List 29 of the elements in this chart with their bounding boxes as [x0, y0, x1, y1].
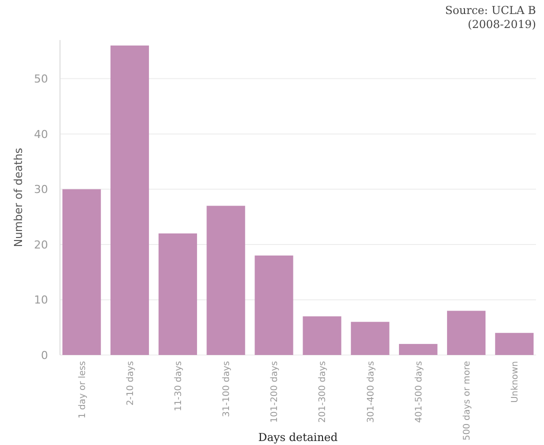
bar — [110, 46, 149, 355]
bar — [158, 233, 198, 355]
bar — [62, 189, 101, 355]
bar — [254, 256, 294, 355]
bar — [206, 206, 246, 355]
bar — [350, 322, 390, 355]
x-tick-label: 201-300 days — [318, 360, 328, 423]
x-axis-title: Days detained — [258, 431, 338, 444]
bar — [302, 316, 342, 355]
y-axis-title: Number of deaths — [12, 148, 25, 248]
x-tick-label: 401-500 days — [414, 360, 424, 423]
y-tick-label: 40 — [34, 128, 48, 141]
y-tick-label: 0 — [41, 348, 48, 362]
x-tick-label: 301-400 days — [366, 360, 376, 423]
x-tick-label: Unknown — [510, 361, 521, 403]
bar — [447, 310, 486, 355]
bar — [398, 344, 438, 355]
y-tick-label: 20 — [34, 238, 48, 252]
x-tick-label: 11-30 days — [174, 360, 184, 412]
x-tick-label: 1 day or less — [78, 360, 88, 418]
x-tick-label: 2-10 days — [126, 360, 136, 406]
x-tick-label: 500 days or more — [462, 360, 472, 441]
y-tick-label: 10 — [34, 294, 48, 307]
source-note: Source: UCLA B (2008-2019) — [445, 4, 536, 31]
bar — [495, 332, 534, 355]
y-tick-label: 50 — [34, 72, 48, 86]
x-tick-label: 31-100 days — [222, 360, 232, 417]
x-tick-label: 101-200 days — [270, 360, 280, 423]
y-tick-label: 30 — [34, 183, 48, 196]
